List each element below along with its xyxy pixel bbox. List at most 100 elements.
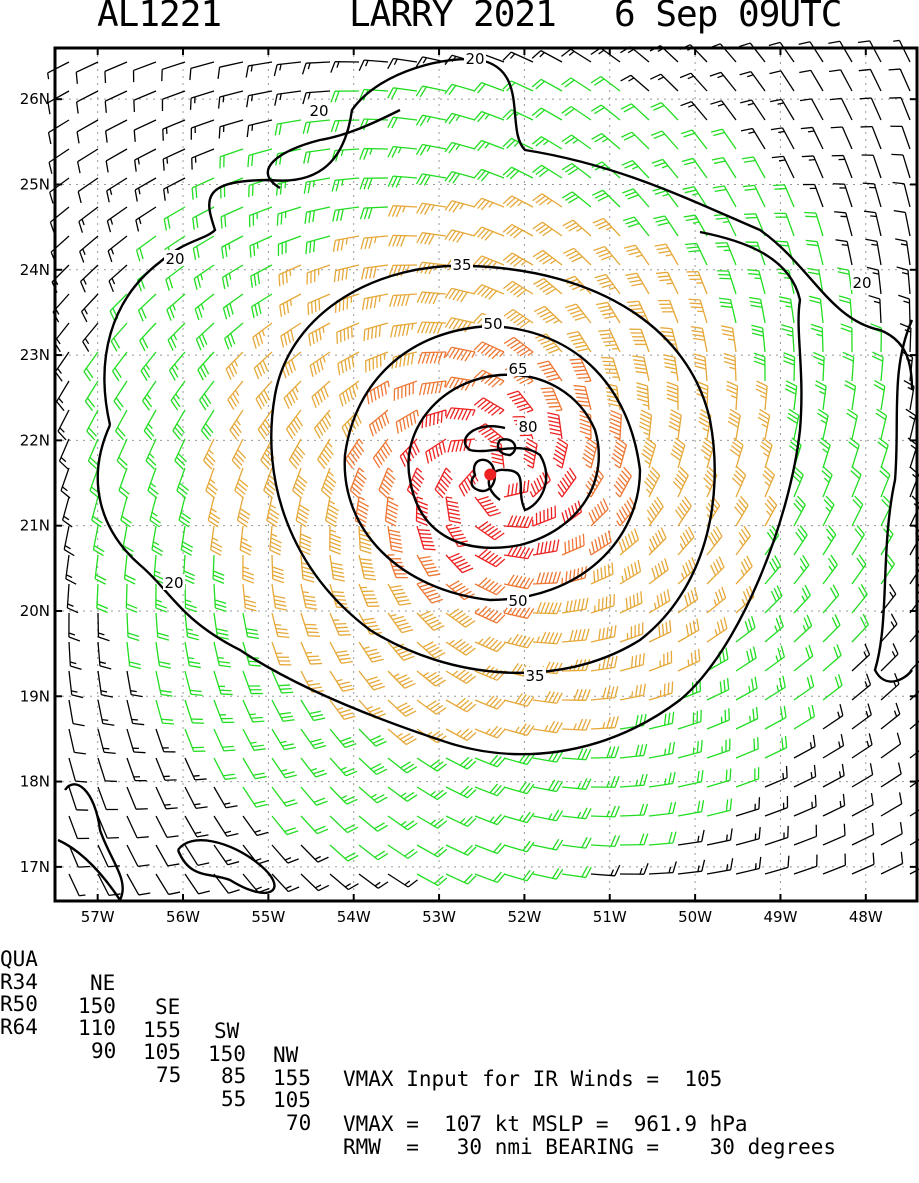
- wind-barb: [243, 671, 263, 694]
- wind-barb: [822, 467, 832, 497]
- wind-barb: [277, 207, 301, 226]
- wind-barb: [681, 130, 707, 149]
- wind-barb: [208, 497, 220, 527]
- wind-barb: [150, 497, 161, 527]
- wind-barb: [769, 71, 794, 91]
- wind-barb: [852, 704, 871, 729]
- wind-barb: [388, 147, 417, 158]
- wind-barb: [445, 172, 475, 184]
- wind-barb: [676, 497, 692, 526]
- wind-barb: [243, 555, 254, 583]
- wind-barb: [185, 874, 210, 894]
- contour-label: 20: [164, 574, 183, 592]
- wind-barb: [891, 154, 910, 178]
- wind-barb: [446, 553, 473, 572]
- wind-barb: [504, 634, 534, 648]
- wind-barb: [307, 265, 330, 285]
- wind-barb: [678, 740, 702, 758]
- wind-barb: [359, 874, 388, 888]
- wind-barb: [562, 192, 591, 207]
- wind-barb: [758, 409, 770, 439]
- wind-barb: [504, 693, 534, 706]
- wind-barb: [561, 49, 591, 62]
- wind-barb: [219, 91, 243, 109]
- wind-barb: [601, 358, 620, 381]
- wind-barb: [388, 176, 417, 187]
- wind-barb: [620, 560, 640, 584]
- wind-barb: [369, 410, 388, 436]
- wind-barb: [713, 186, 736, 207]
- wind-barb: [301, 816, 328, 834]
- wind-barb: [127, 758, 147, 781]
- wind-barb: [388, 700, 416, 716]
- wind-barb: [127, 729, 146, 753]
- wind-barb: [503, 81, 533, 91]
- wind-barb: [820, 438, 831, 468]
- wind-barb: [532, 137, 562, 149]
- wind-barb: [230, 410, 243, 439]
- wind-barb: [741, 129, 765, 149]
- wind-barb: [391, 323, 417, 338]
- wind-barb: [95, 555, 106, 584]
- wind-barb: [593, 218, 620, 236]
- wind-barb: [651, 103, 678, 120]
- wind-barb: [156, 729, 175, 752]
- wind-barb: [598, 330, 620, 352]
- wind-barb: [533, 721, 562, 732]
- wind-barb: [893, 183, 910, 207]
- table-row: R64 90 75 55 70 RMW = 30 nmi BEARING = 3…: [0, 991, 51, 1183]
- wind-barb: [143, 381, 156, 410]
- wind-barb: [652, 159, 678, 178]
- wind-barb: [474, 342, 504, 359]
- wind-barb: [658, 301, 678, 323]
- wind-barb: [390, 294, 417, 307]
- wind-barb: [859, 69, 881, 91]
- wind-barb: [280, 294, 301, 317]
- lon-label: 49W: [763, 908, 797, 923]
- wind-barb: [906, 409, 916, 439]
- wind-barb: [649, 589, 670, 613]
- wind-barb: [622, 189, 649, 207]
- wind-barb: [445, 288, 475, 302]
- wind-barb: [141, 352, 156, 381]
- wind-barb: [534, 306, 562, 323]
- wind-barb: [732, 467, 745, 497]
- wind-barb: [589, 499, 608, 526]
- contour-label: 50: [508, 592, 527, 610]
- wind-barb: [794, 615, 812, 642]
- wind-barb: [532, 108, 562, 120]
- lon-label: 56W: [166, 908, 200, 923]
- wind-barb: [707, 858, 733, 874]
- wind-barb: [272, 613, 289, 638]
- wind-barb: [144, 410, 156, 440]
- wind-barb: [69, 874, 85, 896]
- wind-barb: [765, 796, 787, 816]
- wind-barb: [647, 497, 663, 526]
- wind-barb: [711, 129, 736, 149]
- contour-label: 50: [483, 315, 502, 333]
- wind-barb: [338, 352, 359, 375]
- wind-barb: [719, 298, 736, 323]
- wind-barb: [105, 91, 127, 113]
- wind-barb: [152, 526, 163, 555]
- wind-barb: [823, 525, 836, 555]
- wind-barb: [881, 733, 901, 758]
- wind-barb: [167, 294, 185, 321]
- wind-barb: [146, 439, 156, 469]
- wind-barb: [446, 377, 475, 390]
- wind-barb: [185, 700, 204, 723]
- wind-barb: [388, 526, 403, 552]
- wind-barb: [847, 409, 858, 439]
- wind-barb: [350, 468, 366, 498]
- wind-barb: [272, 816, 298, 835]
- wind-barb: [446, 497, 461, 523]
- wind-barb: [874, 381, 885, 410]
- wind-barb: [127, 700, 144, 725]
- wind-barb: [562, 778, 591, 789]
- wind-barb: [794, 555, 809, 584]
- wind-barb: [278, 236, 301, 256]
- wind-barb: [446, 670, 476, 684]
- wind-barb: [181, 526, 192, 555]
- wind-barb: [156, 787, 178, 809]
- wind-barb: [828, 41, 852, 62]
